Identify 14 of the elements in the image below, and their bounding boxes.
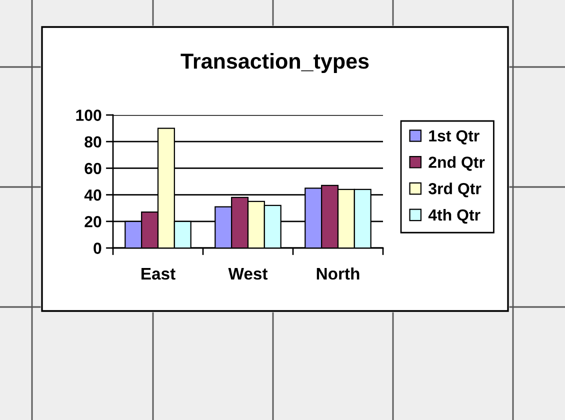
y-tick-label: 60 <box>84 162 102 174</box>
y-tick-label: 0 <box>94 242 102 254</box>
legend-label: 1st Qtr <box>429 130 480 144</box>
x-tick-label: North <box>316 267 360 280</box>
y-tick-label: 40 <box>84 189 102 201</box>
x-tick-label: East <box>142 268 176 280</box>
y-tick-label: 80 <box>84 136 102 148</box>
legend-label: 4th Qtr <box>428 208 480 224</box>
legend-label: 2nd Qtr <box>428 156 485 171</box>
y-tick-label: 100 <box>76 110 102 121</box>
y-tick-label: 20 <box>84 216 102 228</box>
x-tick-label: West <box>228 268 268 280</box>
chart-title: Transaction_types <box>180 52 369 74</box>
legend-label: 3rd Qtr <box>428 182 482 198</box>
